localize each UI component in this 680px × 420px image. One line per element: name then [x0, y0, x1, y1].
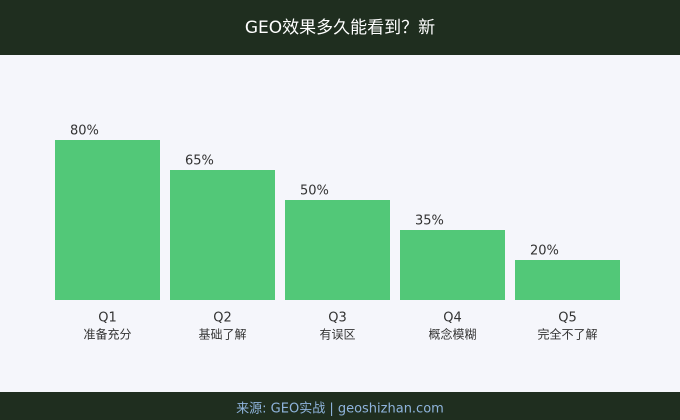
- x-tick-label: Q5: [558, 311, 577, 326]
- bar: [170, 170, 275, 300]
- value-label: 65%: [185, 154, 214, 169]
- chart-title: GEO效果多久能看到？新: [245, 18, 435, 38]
- bar: [285, 200, 390, 300]
- value-label: 20%: [530, 244, 559, 259]
- x-tick-label: Q4: [443, 311, 462, 326]
- header: [0, 0, 680, 55]
- x-tick-sublabel: 准备充分: [83, 327, 131, 342]
- x-tick-sublabel: 概念模糊: [428, 327, 476, 342]
- x-tick-sublabel: 完全不了解: [537, 327, 597, 342]
- x-tick-sublabel: 基础了解: [198, 328, 246, 342]
- bar: [400, 230, 505, 300]
- value-label: 80%: [70, 124, 99, 139]
- x-tick-label: Q3: [328, 311, 347, 326]
- value-label: 35%: [415, 214, 444, 229]
- x-tick-label: Q1: [98, 311, 117, 326]
- value-label: 50%: [300, 184, 329, 199]
- bar: [515, 260, 620, 300]
- x-tick-sublabel: 有误区: [319, 328, 355, 342]
- footer: [0, 392, 680, 420]
- bar: [55, 140, 160, 300]
- x-tick-label: Q2: [213, 311, 232, 326]
- source: 来源: GEO实战 | geoshizhan.com: [236, 402, 444, 417]
